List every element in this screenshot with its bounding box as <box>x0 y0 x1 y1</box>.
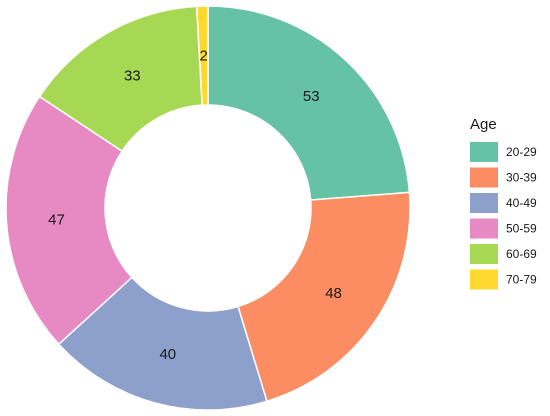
slice-value-label-40-49: 40 <box>159 346 176 363</box>
legend-swatch-30-39 <box>470 167 498 188</box>
slice-value-label-60-69: 33 <box>124 68 141 85</box>
slice-70-79 <box>195 5 209 106</box>
slice-value-label-20-29: 53 <box>303 88 320 105</box>
slice-value-label-70-79: 2 <box>200 48 208 65</box>
legend-label-50-59: 50-59 <box>506 222 537 236</box>
legend-label-60-69: 60-69 <box>506 247 537 261</box>
slice-value-label-30-39: 48 <box>325 285 342 302</box>
legend-swatch-50-59 <box>470 218 498 239</box>
slice-50-59 <box>5 95 133 346</box>
legend-swatch-70-79 <box>470 269 498 290</box>
slice-20-29 <box>207 5 411 201</box>
donut-slices <box>5 5 411 411</box>
legend-label-30-39: 30-39 <box>506 171 537 185</box>
slice-labels: 53 48 40 47 33 2 <box>48 48 342 364</box>
legend-swatch-20-29 <box>470 142 498 162</box>
legend-label-20-29: 20-29 <box>506 145 537 159</box>
legend-items: 20-29 30-39 40-49 50-59 60-69 70-79 <box>470 142 537 290</box>
legend-label-40-49: 40-49 <box>506 196 537 210</box>
slice-40-49 <box>57 276 268 411</box>
legend-label-70-79: 70-79 <box>506 273 537 287</box>
slice-30-39 <box>237 191 411 403</box>
slice-value-label-50-59: 47 <box>48 211 65 228</box>
legend-swatch-60-69 <box>470 244 498 264</box>
legend-title: Age <box>470 116 497 133</box>
legend-swatch-40-49 <box>470 193 498 213</box>
legend: Age 20-29 30-39 40-49 50-59 60-69 70-79 <box>470 116 537 290</box>
